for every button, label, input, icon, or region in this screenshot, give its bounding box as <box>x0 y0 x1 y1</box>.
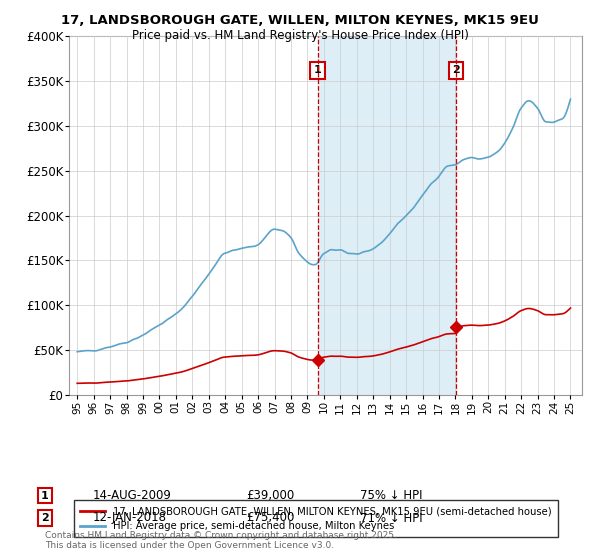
Text: 1: 1 <box>41 491 49 501</box>
Text: 1: 1 <box>314 66 322 76</box>
Text: 17, LANDSBOROUGH GATE, WILLEN, MILTON KEYNES, MK15 9EU: 17, LANDSBOROUGH GATE, WILLEN, MILTON KE… <box>61 14 539 27</box>
Text: 71% ↓ HPI: 71% ↓ HPI <box>360 511 422 525</box>
Text: £39,000: £39,000 <box>246 489 294 502</box>
Text: Price paid vs. HM Land Registry's House Price Index (HPI): Price paid vs. HM Land Registry's House … <box>131 29 469 42</box>
Text: 75% ↓ HPI: 75% ↓ HPI <box>360 489 422 502</box>
Text: 2: 2 <box>452 66 460 76</box>
Text: 2: 2 <box>41 513 49 523</box>
Bar <box>317 36 456 395</box>
Text: 14-AUG-2009: 14-AUG-2009 <box>93 489 172 502</box>
Legend: 17, LANDSBOROUGH GATE, WILLEN, MILTON KEYNES, MK15 9EU (semi-detached house), HP: 17, LANDSBOROUGH GATE, WILLEN, MILTON KE… <box>74 500 557 537</box>
Text: 12-JAN-2018: 12-JAN-2018 <box>93 511 167 525</box>
Text: Contains HM Land Registry data © Crown copyright and database right 2025.
This d: Contains HM Land Registry data © Crown c… <box>45 530 397 550</box>
Text: £75,400: £75,400 <box>246 511 295 525</box>
